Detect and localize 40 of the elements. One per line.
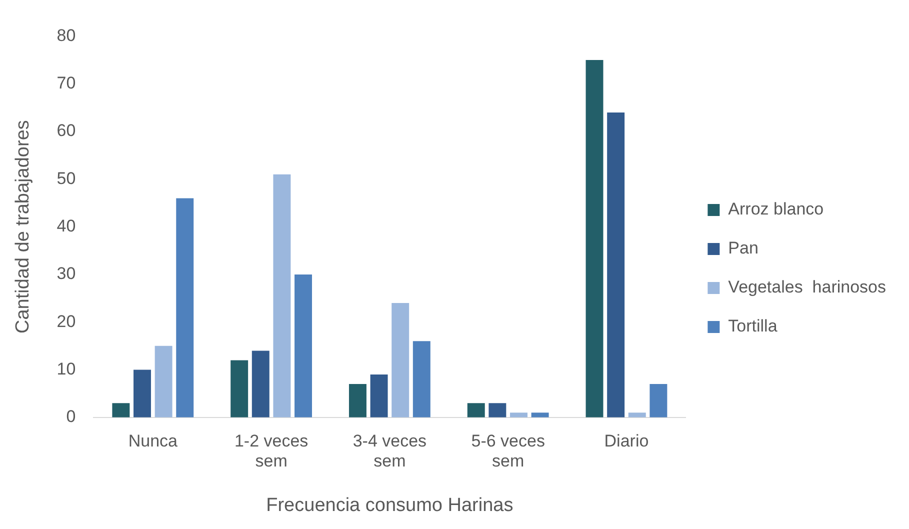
legend-label: Pan: [728, 238, 758, 258]
bar: [650, 384, 668, 418]
x-tick-label: 5-6 veces sem: [471, 431, 545, 471]
y-tick-label: 80: [56, 26, 76, 45]
bar: [134, 370, 151, 418]
y-tick-label: 30: [56, 264, 76, 284]
y-tick-label: 20: [56, 312, 76, 331]
bar: [273, 174, 291, 418]
legend-label: Tortilla: [728, 316, 778, 336]
bar: [230, 360, 248, 418]
y-tick-label: 10: [56, 359, 76, 378]
x-tick-label: Diario: [604, 431, 649, 450]
bar: [586, 60, 604, 418]
bar: [252, 350, 270, 418]
bar: [607, 112, 625, 418]
y-tick-label: 60: [56, 121, 76, 140]
bar: [488, 403, 506, 418]
bar: [154, 346, 172, 418]
bar: [370, 374, 388, 418]
x-tick-label: 3-4 veces sem: [352, 431, 427, 471]
y-tick-label: 0: [66, 407, 76, 426]
bar: [510, 412, 528, 418]
bar: [176, 198, 194, 418]
y-axis-title: Cantidad de trabajadores: [12, 120, 34, 334]
bar: [112, 403, 130, 418]
y-tick-label: 40: [56, 216, 76, 236]
x-tick-label: 1-2 veces sem: [234, 431, 308, 471]
bar: [294, 274, 312, 418]
bar: [412, 341, 430, 418]
bar: [392, 303, 410, 418]
bar: [628, 412, 646, 418]
x-tick-label: Nunca: [128, 431, 178, 450]
bar: [467, 403, 485, 418]
x-axis-title: Frecuencia consumo Harinas: [266, 494, 514, 516]
legend-label: Arroz blanco: [728, 200, 824, 219]
legend-label: Vegetales harinosos: [728, 278, 886, 297]
bar: [348, 384, 366, 418]
y-tick-label: 70: [56, 74, 76, 93]
bar: [531, 412, 549, 418]
y-tick-label: 50: [56, 168, 76, 188]
